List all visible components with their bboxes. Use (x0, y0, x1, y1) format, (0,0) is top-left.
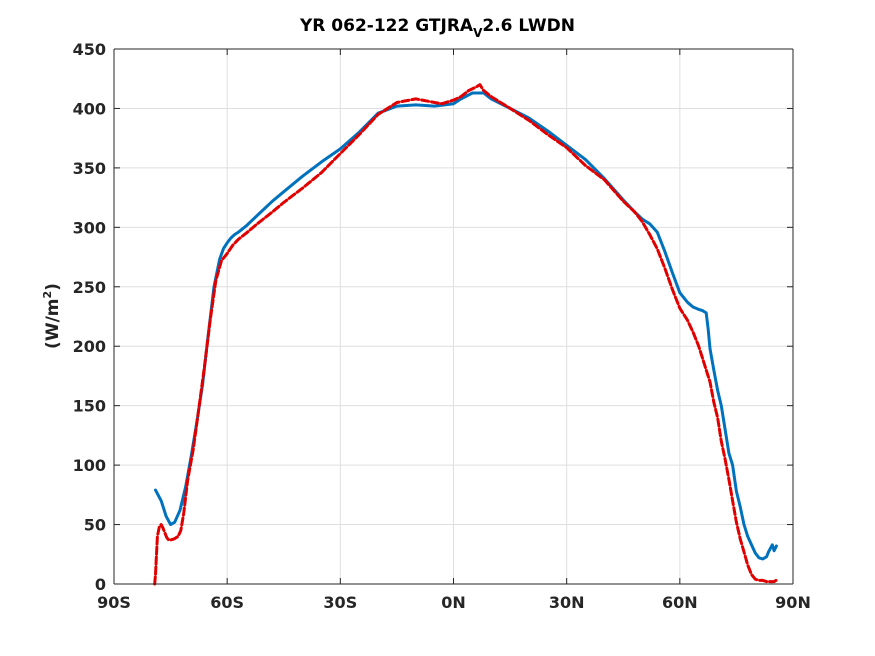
y-tick-label: 200 (73, 337, 106, 356)
y-tick-label: 350 (73, 159, 106, 178)
y-tick-label: 250 (73, 278, 106, 297)
series-line-2 (153, 83, 778, 586)
chart-title-suffix: 2.6 LWDN (482, 16, 576, 36)
y-tick-label: 150 (73, 397, 106, 416)
x-tick-label: 90N (775, 593, 811, 612)
y-tick-label: 300 (73, 218, 106, 237)
x-tick-label: 30S (323, 593, 357, 612)
chart-title: YR 062-122 GTJRAV2.6 LWDN (0, 16, 875, 40)
series-line-1 (154, 91, 778, 561)
x-tick-label: 60S (210, 593, 244, 612)
y-tick-label: 400 (73, 99, 106, 118)
x-tick-label: 30N (549, 593, 585, 612)
y-tick-label: 450 (73, 40, 106, 59)
x-tick-label: 90S (97, 593, 131, 612)
y-tick-label: 50 (84, 516, 106, 535)
x-tick-label: 60N (662, 593, 698, 612)
y-tick-label: 0 (95, 575, 106, 594)
chart-title-subscript: V (473, 26, 483, 40)
chart-title-main: YR 062-122 GTJRA (299, 16, 474, 36)
y-tick-label: 100 (73, 456, 106, 475)
x-tick-label: 0N (441, 593, 466, 612)
